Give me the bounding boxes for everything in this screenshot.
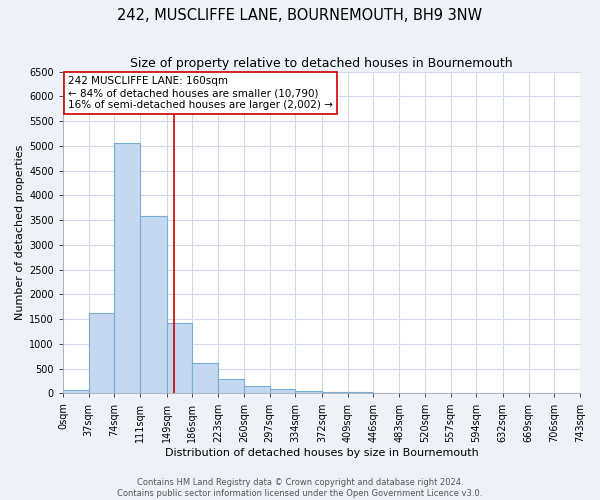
Bar bbox=[193, 363, 218, 394]
Text: 242, MUSCLIFFE LANE, BOURNEMOUTH, BH9 3NW: 242, MUSCLIFFE LANE, BOURNEMOUTH, BH9 3N… bbox=[118, 8, 482, 22]
Title: Size of property relative to detached houses in Bournemouth: Size of property relative to detached ho… bbox=[130, 58, 513, 70]
Bar bbox=[140, 216, 167, 394]
Bar bbox=[89, 313, 115, 394]
Bar bbox=[115, 144, 140, 394]
X-axis label: Distribution of detached houses by size in Bournemouth: Distribution of detached houses by size … bbox=[164, 448, 478, 458]
Bar bbox=[295, 392, 322, 394]
Bar bbox=[322, 392, 347, 394]
Y-axis label: Number of detached properties: Number of detached properties bbox=[15, 145, 25, 320]
Bar bbox=[347, 392, 373, 394]
Bar bbox=[167, 323, 193, 394]
Text: Contains HM Land Registry data © Crown copyright and database right 2024.
Contai: Contains HM Land Registry data © Crown c… bbox=[118, 478, 482, 498]
Bar bbox=[244, 386, 269, 394]
Bar bbox=[269, 389, 295, 394]
Text: 242 MUSCLIFFE LANE: 160sqm
← 84% of detached houses are smaller (10,790)
16% of : 242 MUSCLIFFE LANE: 160sqm ← 84% of deta… bbox=[68, 76, 333, 110]
Bar bbox=[218, 378, 244, 394]
Bar bbox=[63, 390, 89, 394]
